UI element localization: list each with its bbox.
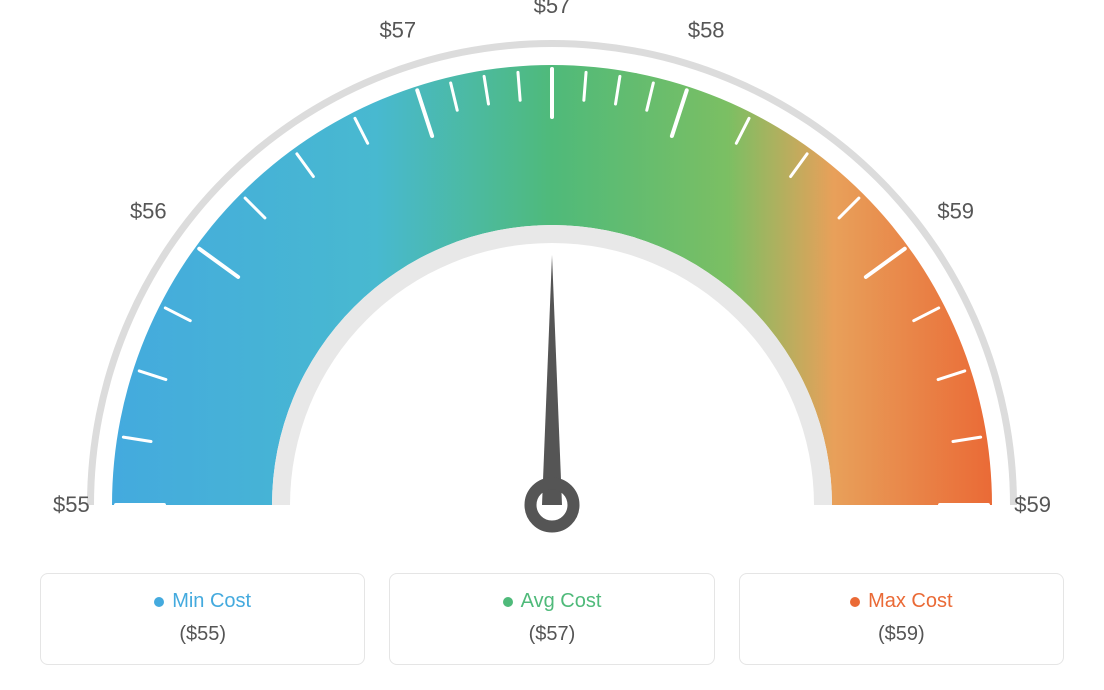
svg-text:$58: $58: [688, 17, 725, 42]
legend-card-min: Min Cost ($55): [40, 573, 365, 665]
cost-gauge-widget: $55 $56 $57 $57 $58 $59 $59 Min Cost ($55) Avg…: [0, 0, 1104, 690]
legend-card-max: Max Cost ($59): [739, 573, 1064, 665]
legend-row: Min Cost ($55) Avg Cost ($57) Max Cost (…: [40, 573, 1064, 665]
svg-text:$57: $57: [534, 0, 571, 18]
svg-text:$59: $59: [937, 199, 974, 224]
legend-title-avg: Avg Cost: [503, 590, 602, 613]
dot-icon: [503, 597, 513, 607]
legend-value-avg: ($57): [400, 623, 703, 646]
legend-title-text: Min Cost: [172, 590, 251, 613]
svg-text:$57: $57: [379, 17, 416, 42]
legend-card-avg: Avg Cost ($57): [389, 573, 714, 665]
legend-title-max: Max Cost: [850, 590, 952, 613]
dot-icon: [850, 597, 860, 607]
dot-icon: [154, 597, 164, 607]
legend-value-min: ($55): [51, 623, 354, 646]
legend-title-text: Max Cost: [868, 590, 952, 613]
gauge-area: $55 $56 $57 $57 $58 $59 $59: [0, 0, 1104, 560]
legend-title-text: Avg Cost: [521, 590, 602, 613]
svg-text:$59: $59: [1014, 492, 1051, 517]
legend-title-min: Min Cost: [154, 590, 251, 613]
svg-text:$55: $55: [53, 492, 90, 517]
svg-text:$56: $56: [130, 199, 167, 224]
gauge-svg: $55 $56 $57 $57 $58 $59 $59: [0, 0, 1104, 560]
legend-value-max: ($59): [750, 623, 1053, 646]
